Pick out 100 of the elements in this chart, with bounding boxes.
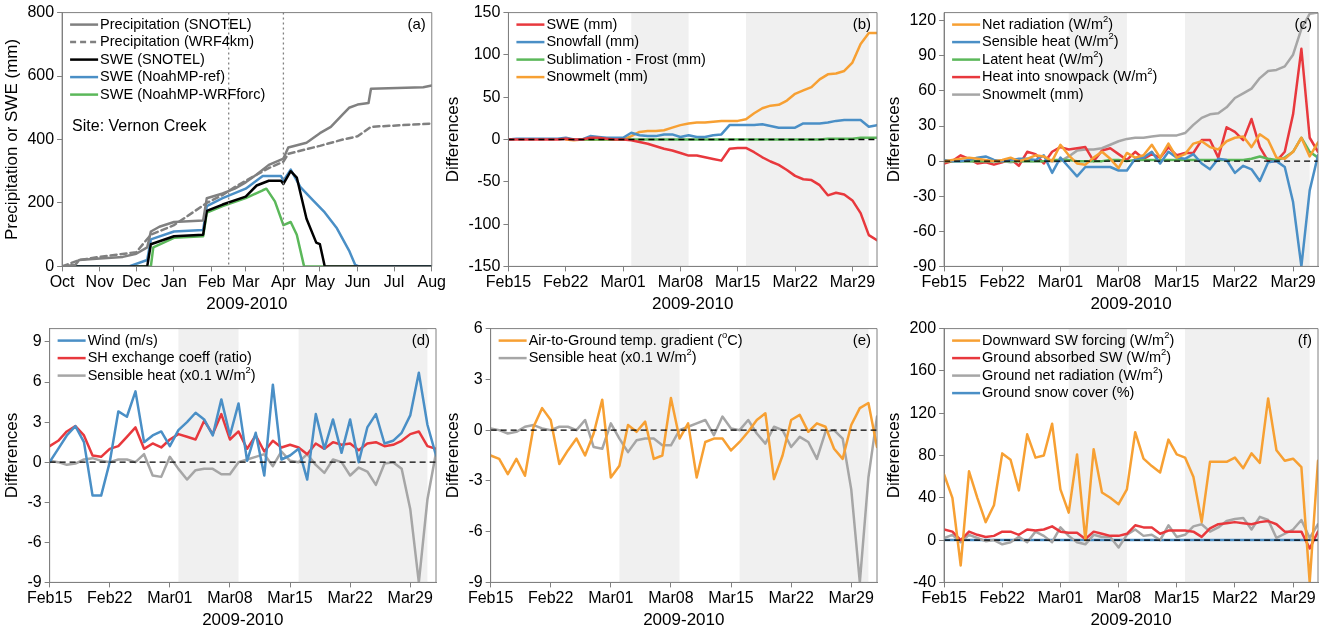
x-tick-label: Feb22 [543, 273, 589, 291]
y-tick-label: 9 [32, 332, 42, 350]
x-tick-label: Mar01 [147, 589, 193, 607]
legend-label: SWE (SNOTEL) [100, 50, 205, 67]
x-tick-label: Mar22 [327, 589, 373, 607]
annotation: Site: Vernon Creek [72, 117, 208, 135]
y-tick-label: 0 [491, 129, 501, 147]
legend-label: Precipitation (SNOTEL) [100, 15, 252, 32]
x-tick-label: Feb22 [87, 589, 133, 607]
y-tick-label: 6 [32, 372, 42, 390]
x-tick-label: Mar22 [768, 589, 814, 607]
annotation: (a) [407, 14, 426, 32]
annotation: (e) [852, 330, 872, 348]
y-tick-label: 100 [473, 45, 501, 63]
y-tick-label: -6 [27, 532, 42, 550]
x-tick-label: Jul [383, 273, 405, 291]
y-tick-label: 600 [27, 66, 55, 84]
x-tick-label: Feb [197, 273, 226, 291]
x-tick-label: Dec [122, 273, 151, 291]
x-tick-label: Mar01 [1037, 589, 1084, 607]
x-axis-title: 2009-2010 [643, 610, 725, 630]
y-tick-label: 200 [27, 193, 55, 211]
y-tick-label: 40 [918, 488, 937, 506]
y-tick-label: 90 [918, 46, 937, 64]
legend-label: Sublimation - Frost (mm) [546, 50, 706, 67]
x-tick-label: May [304, 273, 336, 291]
y-tick-label: 3 [473, 369, 483, 387]
x-axis-title: 2009-2010 [1090, 610, 1172, 630]
y-tick-label: -9 [27, 572, 42, 590]
y-tick-label: 0 [473, 420, 483, 438]
x-tick-label: Mar29 [828, 589, 875, 607]
annotation: (c) [1294, 14, 1313, 32]
x-tick-label: Mar29 [1270, 589, 1316, 607]
y-tick-label: 800 [27, 3, 55, 21]
x-tick-label: Mar08 [1095, 273, 1142, 291]
x-axis-title: 2009-2010 [202, 610, 284, 630]
y-axis-title: Precipitation or SWE (mm) [1, 38, 21, 241]
y-tick-label: -60 [912, 221, 937, 239]
x-axis-title: 2009-2010 [652, 294, 734, 314]
x-tick-label: Mar08 [1095, 589, 1142, 607]
y-tick-label: 120 [909, 11, 937, 29]
x-tick-label: Feb15 [467, 589, 514, 607]
legend-label: Snowfall (mm) [546, 33, 640, 50]
y-axis-title: Differences [883, 96, 903, 183]
x-tick-label: Mar29 [829, 273, 876, 291]
legend-label: SWE (mm) [546, 15, 618, 32]
x-tick-label: Jan [161, 273, 187, 291]
y-tick-label: 200 [909, 319, 937, 337]
x-tick-label: Mar [231, 273, 261, 291]
annotation: (f) [1297, 330, 1313, 348]
y-tick-label: 3 [32, 412, 42, 430]
x-tick-label: Mar22 [1212, 589, 1258, 607]
x-tick-label: Aug [417, 273, 446, 291]
y-tick-label: 150 [473, 3, 501, 21]
x-tick-label: Feb15 [26, 589, 73, 607]
y-tick-label: 0 [32, 452, 42, 470]
annotation: (b) [852, 14, 872, 32]
y-tick-label: -90 [912, 256, 937, 274]
y-tick-label: 6 [473, 319, 483, 337]
x-tick-label: Mar01 [600, 273, 646, 291]
x-tick-label: Feb15 [921, 273, 967, 291]
legend-label: Precipitation (WRF4km) [100, 33, 254, 50]
y-axis-title: Differences [442, 412, 462, 499]
y-tick-label: -3 [27, 492, 42, 510]
x-tick-label: Nov [85, 273, 115, 291]
x-tick-label: Mar01 [588, 589, 634, 607]
y-tick-label: 60 [918, 81, 937, 99]
y-axis-title: Differences [883, 412, 903, 499]
x-tick-label: Mar15 [267, 589, 313, 607]
x-tick-label: Mar01 [1037, 273, 1084, 291]
x-tick-label: Feb15 [485, 273, 532, 291]
y-tick-label: -30 [912, 186, 937, 204]
y-tick-label: -50 [477, 172, 501, 190]
y-tick-label: -3 [468, 471, 483, 489]
y-tick-label: 0 [927, 151, 937, 169]
y-tick-label: 120 [909, 403, 937, 421]
y-tick-label: 0 [927, 530, 937, 548]
x-tick-label: Apr [270, 273, 297, 291]
x-tick-label: Mar29 [1270, 273, 1316, 291]
y-tick-label: -100 [468, 214, 501, 232]
x-tick-label: Mar08 [648, 589, 694, 607]
x-tick-label: Mar08 [657, 273, 704, 291]
y-tick-label: -40 [912, 572, 937, 590]
y-tick-label: -6 [468, 522, 483, 540]
y-tick-label: 400 [27, 129, 55, 147]
x-tick-label: Mar08 [207, 589, 253, 607]
y-tick-label: 0 [45, 256, 55, 274]
x-tick-label: Mar15 [1154, 273, 1200, 291]
x-tick-label: Mar22 [1212, 273, 1258, 291]
y-tick-label: -9 [468, 572, 483, 590]
x-tick-label: Mar15 [715, 273, 761, 291]
annotation: (d) [411, 330, 431, 348]
x-axis-title: 2009-2010 [206, 294, 288, 314]
legend-label: Snowmelt (mm) [546, 68, 648, 85]
legend-label: SWE (NoahMP-WRFforc) [100, 85, 266, 102]
legend-label: Wind (m/s) [87, 331, 158, 348]
x-tick-label: Feb15 [921, 589, 967, 607]
x-tick-label: Mar29 [387, 589, 434, 607]
y-tick-label: -150 [468, 256, 501, 274]
y-axis-title: Differences [1, 412, 21, 499]
